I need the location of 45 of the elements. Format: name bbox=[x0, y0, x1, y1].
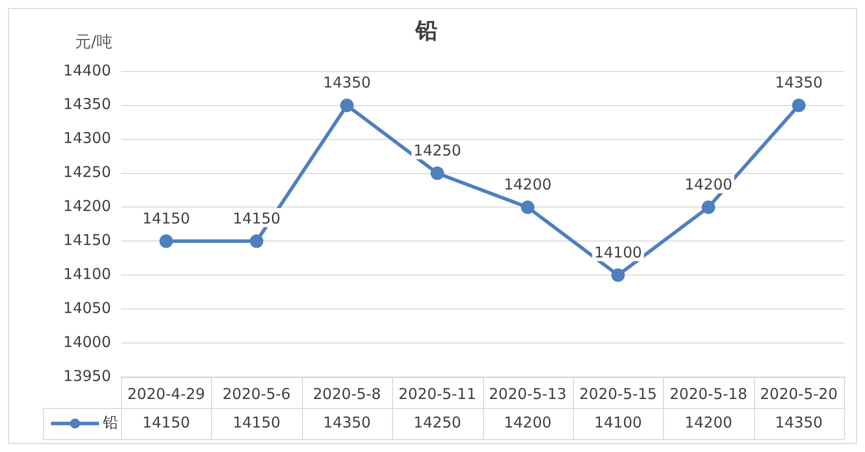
y-tick-label: 14350 bbox=[63, 95, 111, 114]
data-label: 14350 bbox=[323, 413, 371, 432]
point bbox=[520, 200, 534, 214]
y-axis-title: 元/吨 bbox=[75, 32, 112, 52]
annotation: 14200 bbox=[504, 176, 552, 194]
x-tick-label: 2020-5-6 bbox=[222, 384, 291, 403]
chart-title: 铅 bbox=[414, 18, 438, 44]
x-tick-label: 2020-5-20 bbox=[760, 384, 838, 403]
y-tick-label: 14000 bbox=[63, 332, 111, 351]
y-tick-label: 14150 bbox=[63, 231, 111, 250]
point bbox=[250, 234, 264, 248]
y-tick-label: 14400 bbox=[63, 61, 111, 80]
data-label: 14250 bbox=[413, 413, 462, 432]
data-label: 14200 bbox=[504, 413, 552, 432]
data-label: 14150 bbox=[232, 413, 280, 432]
y-tick-label: 13950 bbox=[63, 366, 111, 385]
point bbox=[340, 98, 354, 112]
data-label: 14150 bbox=[142, 413, 190, 432]
x-tick-label: 2020-5-11 bbox=[398, 384, 476, 403]
x-tick-label: 2020-4-29 bbox=[127, 384, 206, 403]
annotation: 14250 bbox=[413, 142, 462, 160]
x-tick-label: 2020-5-13 bbox=[488, 384, 567, 403]
legend-label: 铅 bbox=[102, 413, 118, 432]
annotation: 14350 bbox=[774, 74, 823, 92]
annotation: 14100 bbox=[594, 244, 642, 262]
point bbox=[611, 268, 625, 282]
y-tick-label: 14200 bbox=[63, 197, 111, 216]
annotation: 14200 bbox=[684, 176, 732, 194]
data-label: 14100 bbox=[594, 413, 642, 432]
point bbox=[702, 200, 716, 214]
annotation: 14150 bbox=[142, 210, 190, 228]
y-tick-label: 14250 bbox=[63, 163, 111, 182]
y-tick-label: 14300 bbox=[63, 129, 111, 148]
x-tick-label: 2020-5-15 bbox=[579, 384, 657, 403]
x-tick-label: 2020-5-18 bbox=[670, 384, 748, 403]
point bbox=[792, 98, 806, 112]
data-label: 14350 bbox=[774, 413, 823, 432]
y-tick-label: 14050 bbox=[63, 298, 111, 317]
point bbox=[430, 166, 444, 180]
x-tick-label: 2020-5-8 bbox=[312, 384, 381, 403]
y-tick-label: 14100 bbox=[63, 265, 111, 284]
annotation: 14150 bbox=[232, 210, 280, 228]
data-label: 14200 bbox=[684, 413, 732, 432]
point bbox=[159, 234, 173, 248]
annotation: 14350 bbox=[323, 74, 371, 92]
